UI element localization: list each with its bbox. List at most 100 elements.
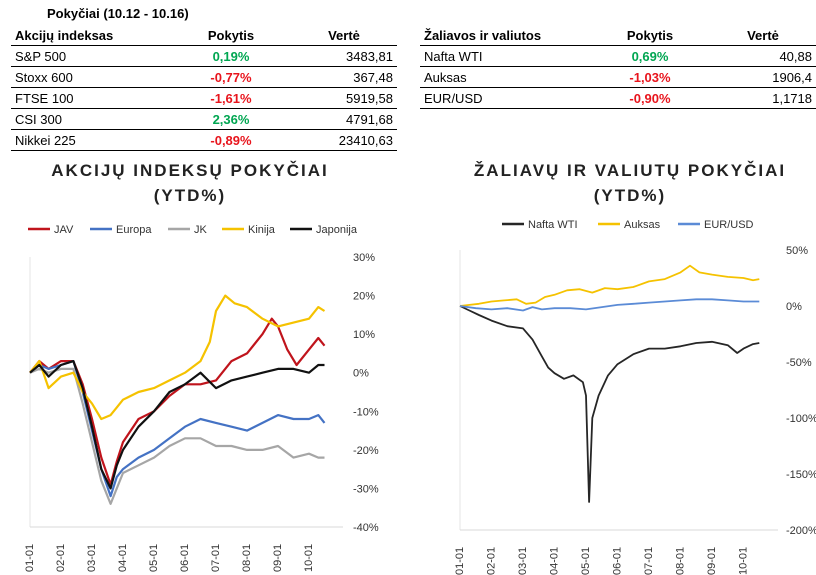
commodities-name-cell: EUR/USD [424,90,483,106]
commodities-value-cell: 40,88 [779,48,812,64]
commodities-change-cell: 0,69% [631,48,669,64]
indices-change-cell: -1,61% [210,90,252,106]
commodity-y-tick-label: -150% [786,469,816,481]
commodity-x-tick-label: 06-01 [612,547,624,575]
commodity-series-line-eur-usd [459,298,760,312]
equity-legend-label: JK [194,224,208,236]
indices-name-cell: Nikkei 225 [15,132,76,148]
commodities-change-cell: -1,03% [629,69,671,85]
commodity-legend-label: Auksas [624,219,661,231]
indices-header-row: Akcijų indeksas Pokytis Vertė [11,25,397,46]
commodities-value-cell: 1906,4 [772,69,812,85]
commodity-y-tick-label: -100% [786,413,816,425]
tables-title: Pokyčiai (10.12 - 10.16) [47,6,189,21]
indices-change-cell: -0,77% [210,69,252,85]
indices-change-cell: 0,19% [212,48,250,64]
commodity-legend-label: Nafta WTI [528,219,578,231]
indices-name-cell: S&P 500 [15,48,67,64]
equity-x-tick-label: 05-01 [148,544,160,572]
indices-header-value: Vertė [328,27,360,43]
equity-x-tick-label: 09-01 [272,544,284,572]
commodities-row: EUR/USD -0,90% 1,1718 [420,88,816,109]
indices-change-cell: -0,89% [210,132,252,148]
indices-value-cell: 3483,81 [346,48,393,64]
commodity-x-tick-label: 10-01 [738,547,750,575]
equity-x-tick-label: 07-01 [210,544,222,572]
equity-x-tick-label: 01-01 [24,544,36,572]
indices-row: Nikkei 225 -0,89% 23410,63 [11,130,397,151]
equity-x-tick-label: 04-01 [117,544,129,572]
equity-series-line-japonija [29,360,325,490]
equity-chart-title-line2: (YTD%) [153,186,227,205]
commodities-change-cell: -0,90% [629,90,671,106]
commodity-y-tick-label: -200% [786,525,816,537]
indices-row: CSI 300 2,36% 4791,68 [11,109,397,130]
commodity-chart-title-line2: (YTD%) [593,186,667,205]
commodity-y-tick-label: -50% [786,357,812,369]
indices-name-cell: Stoxx 600 [15,69,73,85]
commodities-name-cell: Nafta WTI [424,48,483,64]
equity-y-tick-label: -30% [353,483,379,495]
equity-x-tick-label: 03-01 [86,544,98,572]
equity-legend-label: Kinija [248,224,276,236]
commodity-x-tick-label: 07-01 [643,547,655,575]
commodities-name-cell: Auksas [424,69,467,85]
indices-change-cell: 2,36% [212,111,250,127]
commodity-x-tick-label: 05-01 [580,547,592,575]
commodity-series-line-nafta-wti [459,305,760,503]
commodity-chart-title-line1: ŽALIAVŲ IR VALIUTŲ POKYČIAI [473,161,787,180]
commodity-chart-title: ŽALIAVŲ IR VALIUTŲ POKYČIAI (YTD%) [440,158,816,208]
indices-row: FTSE 100 -1,61% 5919,58 [11,88,397,109]
indices-name-cell: FTSE 100 [15,90,74,106]
commodity-x-tick-label: 08-01 [675,547,687,575]
commodities-table: Žaliavos ir valiutos Pokytis Vertė Nafta… [420,25,816,109]
commodities-header-change: Pokytis [626,27,674,43]
indices-value-cell: 5919,58 [346,90,393,106]
commodities-row: Nafta WTI 0,69% 40,88 [420,46,816,67]
equity-y-tick-label: -10% [353,406,379,418]
equity-series-line-jk [29,367,325,505]
equity-y-tick-label: -20% [353,445,379,457]
equity-x-tick-label: 06-01 [179,544,191,572]
commodities-header-name: Žaliavos ir valiutos [424,27,542,43]
indices-row: Stoxx 600 -0,77% 367,48 [11,67,397,88]
equity-x-tick-label: 10-01 [303,544,315,572]
commodities-header-value: Vertė [747,27,779,43]
commodity-x-tick-label: 09-01 [706,547,718,575]
equity-x-tick-label: 02-01 [55,544,67,572]
equity-legend-label: JAV [54,224,74,236]
indices-table: Akcijų indeksas Pokytis Vertė S&P 500 0,1… [11,25,397,151]
commodity-x-tick-label: 01-01 [454,547,466,575]
equity-series-line-kinija [29,294,326,421]
equity-y-tick-label: 0% [353,368,369,380]
equity-series-line-europa [29,360,326,498]
equity-x-tick-label: 08-01 [241,544,253,572]
indices-value-cell: 367,48 [353,69,393,85]
indices-header-change: Pokytis [207,27,255,43]
equity-series-line-jav [29,317,326,486]
commodities-value-cell: 1,1718 [772,90,812,106]
indices-value-cell: 23410,63 [338,132,393,148]
equity-legend-label: Japonija [316,224,358,236]
equity-y-tick-label: 10% [353,329,375,341]
commodity-x-tick-label: 04-01 [549,547,561,575]
equity-y-tick-label: -40% [353,522,379,534]
indices-row: S&P 500 0,19% 3483,81 [11,46,397,67]
commodities-row: Auksas -1,03% 1906,4 [420,67,816,88]
indices-header-name: Akcijų indeksas [15,27,114,43]
equity-legend-label: Europa [116,224,152,236]
commodity-x-tick-label: 02-01 [486,547,498,575]
equity-chart-title: AKCIJŲ INDEKSŲ POKYČIAI (YTD%) [0,158,380,208]
equity-y-tick-label: 30% [353,252,375,264]
commodities-header-row: Žaliavos ir valiutos Pokytis Vertė [420,25,816,46]
indices-value-cell: 4791,68 [346,111,393,127]
commodity-y-tick-label: 50% [786,245,808,257]
commodity-y-tick-label: 0% [786,301,802,313]
commodity-series-line-auksas [459,264,760,307]
equity-y-tick-label: 20% [353,291,375,303]
commodity-legend-label: EUR/USD [704,219,754,231]
commodity-x-tick-label: 03-01 [517,547,529,575]
equity-chart-title-line1: AKCIJŲ INDEKSŲ POKYČIAI [51,161,329,180]
indices-name-cell: CSI 300 [15,111,62,127]
